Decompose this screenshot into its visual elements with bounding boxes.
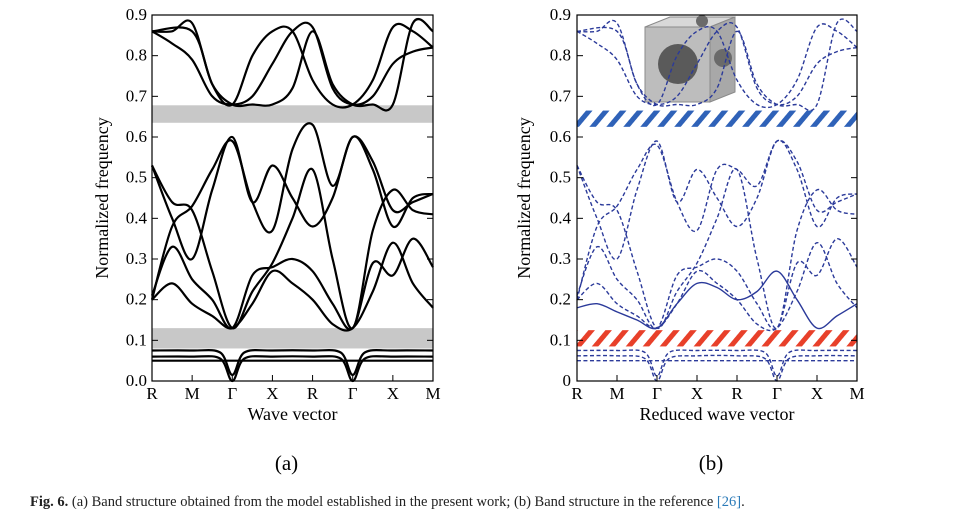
x-tick-label: Γ (772, 384, 782, 403)
band-line-12 (576, 270, 858, 330)
y-tick-label: 0.6 (550, 127, 571, 146)
x-axis-label: Wave vector (248, 404, 338, 424)
y-tick-label: 0.8 (550, 46, 571, 65)
x-axis-label: Reduced wave vector (640, 404, 795, 424)
band-gap-region (152, 105, 433, 123)
band-structure-panel-b: 0 0.1 0.2 0.3 0.4 0.5 0.6 0.7 0.8 0.9 R M Γ X R Γ X M Redu… (514, 5, 865, 475)
figure-canvas: 0.0 0.1 0.2 0.3 0.4 0.5 0.6 0.7 0.8 0.9 R M Γ X R Γ X M Wa… (92, 5, 865, 475)
unit-cell-inset (644, 15, 736, 103)
band-line-4 (151, 241, 434, 332)
y-tick-label: 0.0 (126, 371, 147, 390)
band-line-7 (576, 139, 858, 260)
inset-side-hole (714, 49, 732, 67)
band-line-2 (576, 354, 858, 382)
y-tick-label: 0.6 (126, 127, 147, 146)
caption-reference-link[interactable]: [26] (716, 494, 742, 510)
x-tick-label: M (425, 384, 440, 403)
y-tick-label: 0 (563, 371, 572, 390)
inset-top-hole (696, 15, 708, 27)
y-tick-label: 0.3 (126, 249, 147, 268)
y-tick-label: 0.4 (550, 208, 572, 227)
panel-label: (b) (699, 451, 724, 475)
x-tick-label: Γ (348, 384, 358, 403)
y-tick-label: 0.2 (550, 290, 571, 309)
y-tick-label: 0.8 (126, 46, 147, 65)
x-tick-label: R (731, 384, 743, 403)
band-line-3 (576, 349, 858, 377)
band-line-5 (576, 238, 858, 331)
x-tick-label: R (307, 384, 319, 403)
y-tick-label: 0.1 (126, 330, 147, 349)
band-line-10 (151, 21, 434, 106)
band-line-9 (576, 19, 858, 109)
figure-caption: Fig. 6. (a) Band structure obtained from… (30, 494, 960, 511)
band-gap-region (577, 110, 857, 127)
caption-text: (a) Band structure obtained from the mod… (68, 494, 717, 510)
x-tick-label: X (691, 384, 703, 403)
y-axis-label: Normalized frequency (92, 117, 112, 278)
y-tick-label: 0.7 (550, 86, 572, 105)
x-tick-label: X (266, 384, 278, 403)
plot-frame (576, 14, 858, 382)
band-line-4 (576, 242, 858, 332)
panel-label: (a) (275, 451, 298, 475)
y-tick-label: 0.2 (126, 290, 147, 309)
x-tick-label: R (146, 384, 158, 403)
x-tick-label: Γ (227, 384, 237, 403)
y-tick-label: 0.7 (126, 86, 148, 105)
y-tick-label: 0.9 (550, 5, 571, 24)
y-tick-label: 0.1 (550, 330, 571, 349)
x-tick-label: Γ (652, 384, 662, 403)
band-line-2 (151, 355, 434, 383)
band-line-6 (576, 165, 858, 329)
y-tick-label: 0.9 (126, 5, 147, 24)
band-line-7 (150, 135, 434, 261)
y-tick-label: 0.4 (126, 208, 148, 227)
band-line-11 (151, 17, 434, 112)
x-tick-label: M (849, 384, 864, 403)
y-tick-label: 0.3 (550, 249, 571, 268)
band-structure-panel-a: 0.0 0.1 0.2 0.3 0.4 0.5 0.6 0.7 0.8 0.9 R M Γ X R Γ X M Wa… (92, 5, 441, 475)
band-gap-region (152, 328, 433, 349)
band-line-8 (576, 139, 858, 300)
plot-frame (151, 14, 434, 382)
x-tick-label: X (811, 384, 823, 403)
band-gap-region (577, 330, 857, 347)
x-tick-label: X (387, 384, 399, 403)
y-tick-label: 0.5 (126, 168, 147, 187)
band-line-5 (150, 237, 434, 331)
caption-label: Fig. 6. (30, 494, 69, 510)
x-tick-label: R (571, 384, 583, 403)
x-tick-label: M (609, 384, 624, 403)
band-line-10 (576, 22, 858, 106)
inset-hole (658, 44, 698, 84)
x-tick-label: M (185, 384, 200, 403)
y-tick-label: 0.5 (550, 168, 571, 187)
band-line-11 (576, 18, 858, 112)
caption-end: . (741, 494, 745, 510)
band-line-3 (151, 349, 434, 376)
band-line-8 (150, 122, 434, 300)
y-axis-label: Normalized frequency (514, 117, 534, 278)
